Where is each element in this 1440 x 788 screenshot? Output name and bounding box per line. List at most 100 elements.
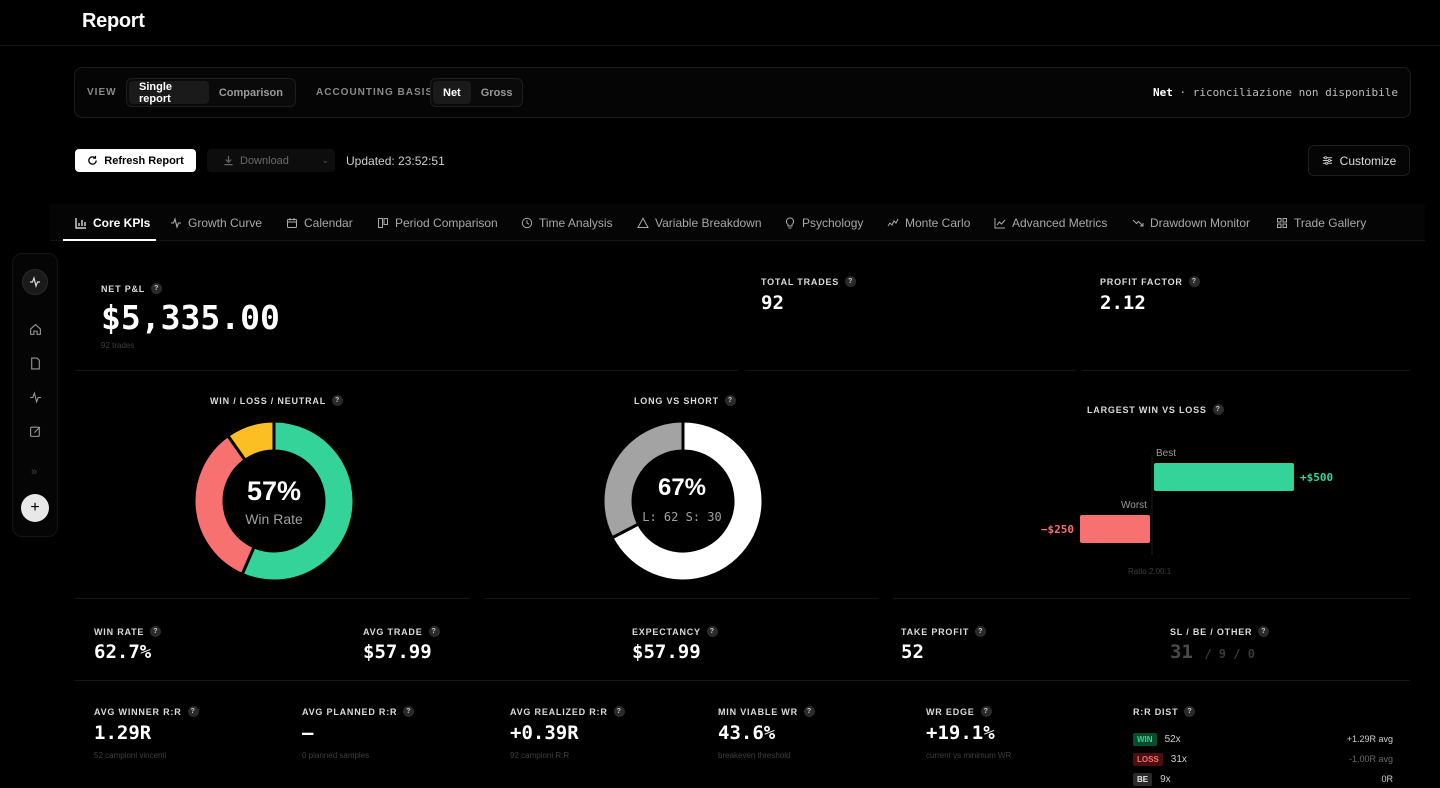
help-icon[interactable]: ?	[187, 706, 199, 717]
bulb-icon	[785, 216, 795, 228]
tab-calendar[interactable]: Calendar	[286, 204, 353, 241]
bar-chart-icon	[75, 217, 86, 229]
net-pnl-sub: 92 trades	[101, 341, 135, 350]
long-short-slice-short[interactable]	[602, 420, 685, 540]
best-label: Best	[1156, 448, 1177, 459]
help-icon[interactable]: ?	[403, 706, 415, 717]
total-trades-value: 92	[761, 292, 784, 314]
avg-trade-label: AVG TRADE?	[363, 626, 440, 637]
view-single-report-option[interactable]: Single report	[129, 81, 209, 105]
sl-be-other-value: 31 / 9 / 0	[1170, 641, 1255, 663]
sliders-icon	[1322, 156, 1332, 165]
help-icon[interactable]: ?	[151, 283, 163, 294]
tab-growth-curve[interactable]: Growth Curve	[170, 204, 262, 241]
rr-dist-row-be: BE 9x 0R	[1133, 771, 1393, 787]
avg-winner-rr-label: AVG WINNER R:R?	[94, 706, 199, 717]
ratio-label: Ratio 2.00:1	[1128, 567, 1172, 576]
help-icon[interactable]: ?	[332, 395, 343, 406]
tab-label: Period Comparison	[395, 215, 498, 230]
help-icon[interactable]: ?	[1188, 276, 1200, 287]
tab-label: Drawdown Monitor	[1150, 215, 1251, 230]
chevron-down-icon[interactable]: ⌄	[321, 155, 329, 165]
avg-planned-rr-sub: 0 planned samples	[302, 751, 370, 760]
rr-dist-label-text: R:R DIST	[1133, 706, 1179, 717]
document-icon[interactable]	[28, 356, 42, 370]
help-icon[interactable]: ?	[1212, 404, 1224, 415]
avg-realized-rr-label-text: AVG REALIZED R:R	[510, 706, 608, 717]
be-badge: BE	[1133, 772, 1153, 786]
avg-realized-rr-label: AVG REALIZED R:R?	[510, 706, 625, 717]
tab-trade-gallery[interactable]: Trade Gallery	[1276, 204, 1366, 241]
largest-title-text: LARGEST WIN VS LOSS	[1087, 404, 1207, 415]
rr-dist-row-loss: LOSS 31x -1.00R avg	[1133, 751, 1393, 767]
win-loss-title-text: WIN / LOSS / NEUTRAL	[210, 395, 326, 406]
help-icon[interactable]: ?	[803, 706, 815, 717]
tab-time-analysis[interactable]: Time Analysis	[521, 204, 613, 241]
divider	[75, 370, 738, 371]
home-icon[interactable]	[28, 322, 42, 336]
win-loss-slice-neutral[interactable]	[225, 420, 276, 463]
expectancy-value: $57.99	[632, 641, 701, 663]
tab-label: Trade Gallery	[1294, 215, 1367, 230]
win-avg: +1.29R avg	[1346, 734, 1393, 744]
view-segmented-control: Single report Comparison	[126, 78, 296, 107]
download-icon	[224, 155, 233, 166]
tab-label: Time Analysis	[539, 215, 613, 230]
help-icon[interactable]: ?	[724, 395, 736, 406]
expand-icon[interactable]: »	[31, 466, 38, 478]
expectancy-label-text: EXPECTANCY	[632, 626, 701, 637]
tab-drawdown-monitor[interactable]: Drawdown Monitor	[1132, 204, 1250, 241]
download-button[interactable]: Download ⌄	[207, 149, 335, 172]
best-bar	[1154, 463, 1294, 491]
largest-win-loss-title: LARGEST WIN VS LOSS?	[1087, 404, 1224, 415]
avg-winner-rr-value: 1.29R	[94, 722, 152, 744]
tab-psychology[interactable]: Psychology	[784, 204, 863, 241]
customize-button[interactable]: Customize	[1308, 145, 1410, 176]
tab-variable-breakdown[interactable]: Variable Breakdown	[637, 204, 762, 241]
win-loss-slice-win[interactable]	[240, 420, 355, 582]
win-loss-slice-loss[interactable]	[193, 433, 257, 577]
activity-button[interactable]	[22, 269, 48, 295]
view-comparison-option[interactable]: Comparison	[218, 86, 283, 99]
net-pnl-label: NET P&L?	[101, 283, 163, 294]
tab-period-comparison[interactable]: Period Comparison	[377, 204, 498, 241]
tab-monte-carlo[interactable]: Monte Carlo	[887, 204, 970, 241]
sl-count: 31	[1170, 641, 1193, 663]
divider	[1082, 370, 1410, 371]
avg-trade-value: $57.99	[363, 641, 432, 663]
help-icon[interactable]: ?	[1258, 626, 1270, 637]
tab-core-kpis[interactable]: Core KPIs	[75, 204, 150, 241]
basis-segmented-control: Net Gross	[430, 78, 523, 107]
help-icon[interactable]: ?	[975, 626, 987, 637]
side-rail: » +	[12, 253, 58, 537]
edit-icon[interactable]	[28, 424, 42, 438]
basis-gross-option[interactable]: Gross	[480, 86, 513, 99]
profit-factor-label: PROFIT FACTOR?	[1100, 276, 1200, 287]
grid-icon	[1277, 217, 1287, 228]
worst-label: Worst	[1121, 500, 1147, 511]
sl-be-other-label-text: SL / BE / OTHER	[1170, 626, 1253, 637]
calendar-icon	[287, 217, 297, 228]
long-short-title-text: LONG VS SHORT	[634, 395, 719, 406]
reconciliation-note-text: · riconciliazione non disponibile	[1172, 86, 1398, 99]
help-icon[interactable]: ?	[613, 706, 625, 717]
help-icon[interactable]: ?	[150, 626, 162, 637]
refresh-report-button[interactable]: Refresh Report	[75, 149, 196, 172]
help-icon[interactable]: ?	[1184, 706, 1196, 717]
help-icon[interactable]: ?	[706, 626, 718, 637]
help-icon[interactable]: ?	[980, 706, 992, 717]
long-short-slice-long[interactable]	[609, 420, 764, 582]
min-viable-wr-sub: breakeven threshold	[718, 751, 791, 760]
avg-trade-label-text: AVG TRADE	[363, 626, 423, 637]
active-tab-indicator	[63, 239, 156, 241]
help-icon[interactable]: ?	[428, 626, 440, 637]
tab-advanced-metrics[interactable]: Advanced Metrics	[994, 204, 1107, 241]
activity-icon[interactable]	[28, 390, 42, 404]
worst-bar	[1080, 515, 1150, 543]
basis-net-option[interactable]: Net	[433, 81, 471, 104]
divider	[745, 370, 1075, 371]
wr-edge-value: +19.1%	[926, 722, 995, 744]
help-icon[interactable]: ?	[845, 276, 857, 287]
add-button[interactable]: +	[21, 494, 49, 522]
accounting-basis-label: ACCOUNTING BASIS	[316, 87, 434, 98]
